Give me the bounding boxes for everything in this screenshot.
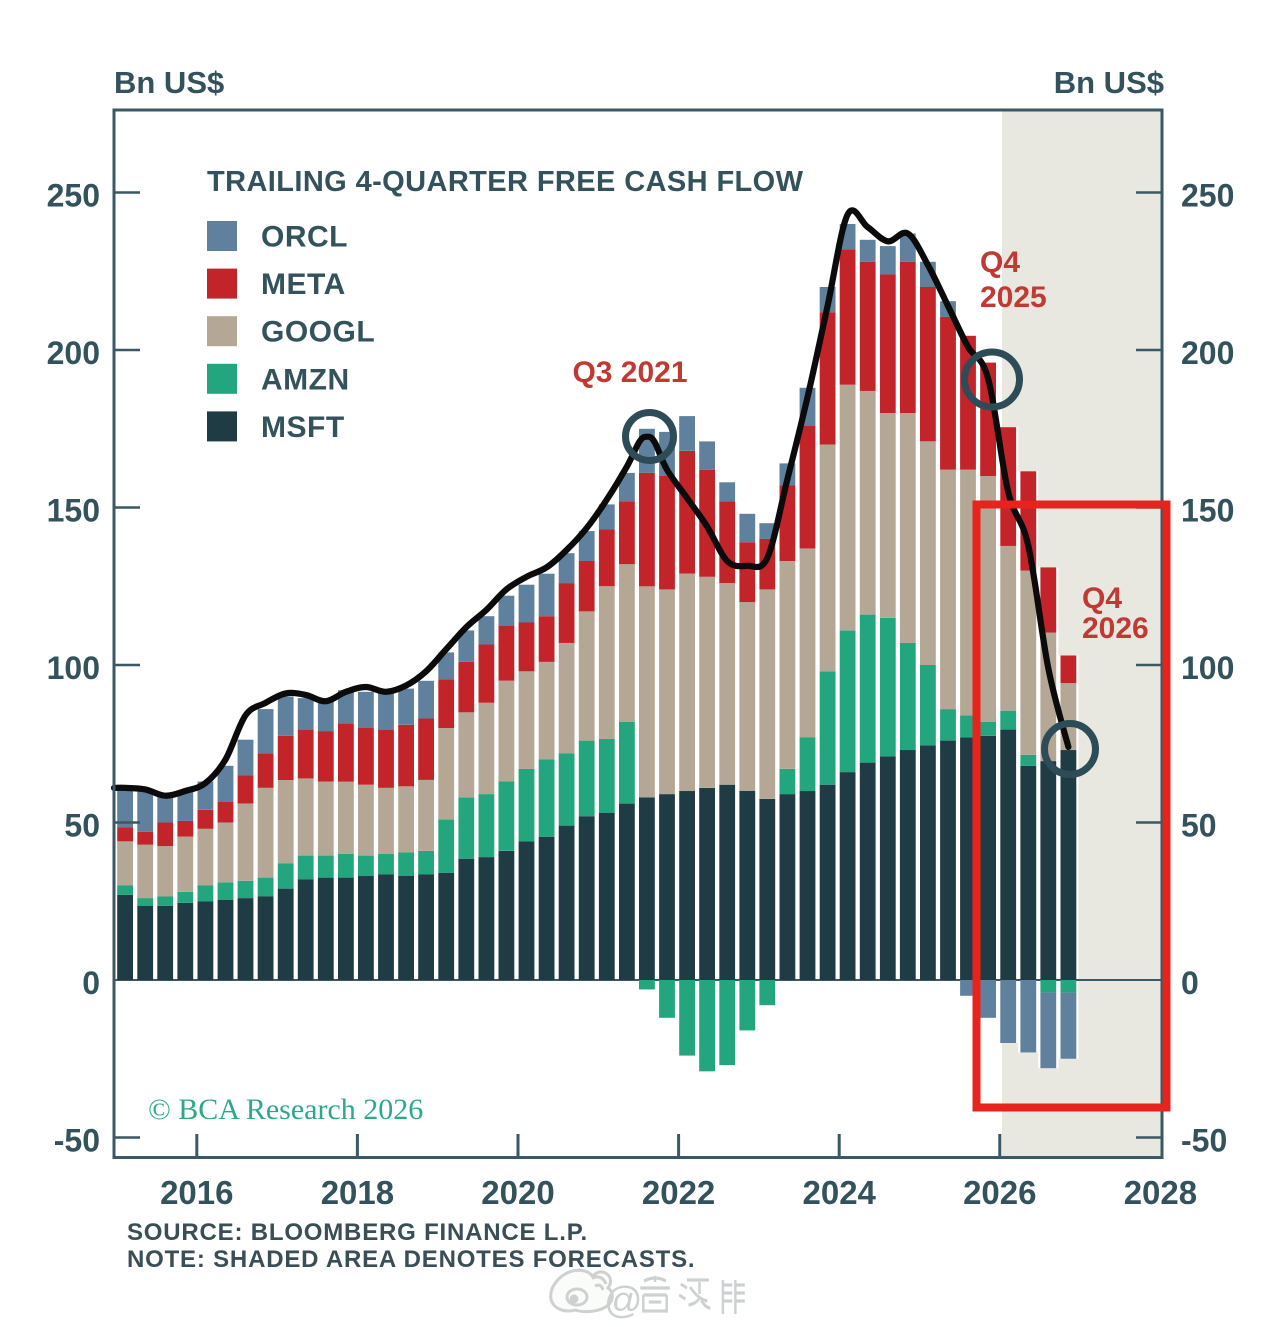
svg-text:200: 200: [47, 335, 100, 371]
svg-text:50: 50: [64, 808, 100, 844]
svg-text:Q4: Q4: [1082, 582, 1122, 615]
svg-text:2016: 2016: [160, 1174, 233, 1211]
svg-text:-50: -50: [54, 1123, 100, 1159]
svg-text:150: 150: [47, 493, 100, 529]
svg-text:50: 50: [1181, 808, 1217, 844]
svg-text:NOTE: SHADED AREA DENOTES FORE: NOTE: SHADED AREA DENOTES FORECASTS.: [127, 1246, 695, 1273]
svg-text:150: 150: [1181, 493, 1234, 529]
svg-text:MSFT: MSFT: [261, 411, 345, 444]
svg-text:AMZN: AMZN: [261, 363, 350, 396]
svg-text:100: 100: [1181, 650, 1234, 686]
svg-text:250: 250: [1181, 178, 1234, 214]
svg-text:Bn US$: Bn US$: [1054, 65, 1164, 100]
svg-text:GOOGL: GOOGL: [261, 316, 375, 349]
svg-text:META: META: [261, 268, 346, 301]
svg-text:2018: 2018: [321, 1174, 394, 1211]
svg-text:2024: 2024: [802, 1174, 876, 1211]
svg-text:ORCL: ORCL: [261, 221, 348, 254]
svg-text:SOURCE: BLOOMBERG FINANCE L.P.: SOURCE: BLOOMBERG FINANCE L.P.: [127, 1219, 588, 1246]
svg-text:@: @: [604, 1280, 643, 1322]
svg-text:TRAILING 4-QUARTER FREE CASH F: TRAILING 4-QUARTER FREE CASH FLOW: [207, 166, 804, 198]
svg-text:Bn US$: Bn US$: [114, 65, 224, 100]
svg-text:100: 100: [47, 650, 100, 686]
svg-text:250: 250: [47, 178, 100, 214]
svg-text:-50: -50: [1181, 1123, 1227, 1159]
svg-text:2026: 2026: [963, 1174, 1036, 1211]
svg-text:200: 200: [1181, 335, 1234, 371]
svg-text:0: 0: [82, 965, 100, 1001]
svg-text:2025: 2025: [980, 281, 1047, 314]
svg-text:2026: 2026: [1082, 612, 1149, 645]
svg-text:2020: 2020: [481, 1174, 554, 1211]
svg-text:Q3 2021: Q3 2021: [572, 356, 687, 389]
svg-text:2022: 2022: [642, 1174, 715, 1211]
svg-text:© BCΑ Research 2026: © BCΑ Research 2026: [148, 1093, 423, 1126]
svg-text:2028: 2028: [1124, 1174, 1197, 1211]
svg-text:Q4: Q4: [980, 246, 1020, 279]
svg-text:0: 0: [1181, 965, 1199, 1001]
